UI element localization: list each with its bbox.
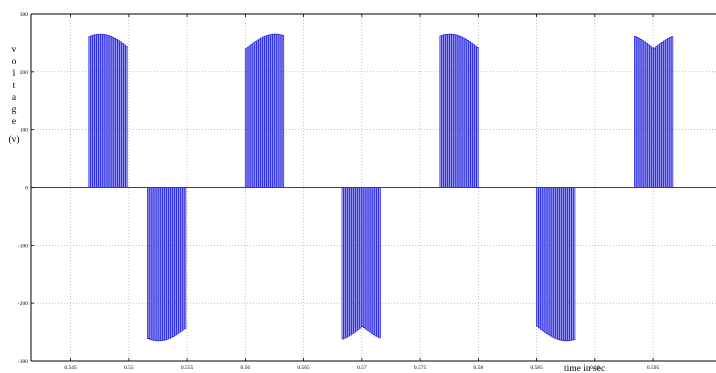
y-axis-label-part-7: (v) — [8, 134, 19, 145]
y-tick-label-2: -100 — [18, 243, 28, 249]
x-tick-label-0: 0.545 — [64, 365, 77, 371]
x-tick-label-8: 0.585 — [530, 365, 543, 371]
x-tick-label-1: 0.55 — [124, 365, 134, 371]
y-axis-label-part-5: g — [12, 105, 17, 115]
x-tick-label-10: 0.595 — [647, 365, 660, 371]
y-axis-label-part-4: a — [12, 93, 17, 103]
y-tick-label-5: 200 — [20, 70, 29, 76]
x-axis-ticks: 0.545 0.55 0.555 0.56 0.565 0.57 0.575 0.58 0.58… — [64, 14, 660, 371]
y-axis-label-part-1: o — [12, 57, 17, 67]
y-tick-label-4: 100 — [20, 128, 29, 134]
y-tick-label-6: 300 — [20, 12, 29, 18]
x-tick-label-2: 0.555 — [181, 365, 194, 371]
y-axis-label-part-0: v — [12, 45, 17, 55]
x-tick-label-6: 0.575 — [414, 365, 427, 371]
voltage-waveform — [31, 33, 716, 342]
x-tick-label-9: 0.59 — [590, 365, 600, 371]
y-axis-ticks: -300 -200 -100 0 100 200 300 — [18, 12, 34, 365]
x-tick-label-7: 0.58 — [474, 365, 484, 371]
y-tick-label-1: -200 — [18, 301, 28, 307]
y-axis-label-part-6: e — [12, 117, 16, 127]
x-axis-label: time in sec — [564, 364, 605, 373]
y-tick-label-3: 0 — [25, 186, 28, 192]
x-tick-label-4: 0.565 — [297, 365, 310, 371]
y-tick-label-0: -300 — [18, 359, 28, 365]
y-axis-label-part-2: l — [13, 69, 16, 79]
y-axis-label-part-3: t — [13, 81, 16, 91]
x-tick-label-3: 0.56 — [241, 365, 251, 371]
x-tick-label-5: 0.57 — [357, 365, 367, 371]
